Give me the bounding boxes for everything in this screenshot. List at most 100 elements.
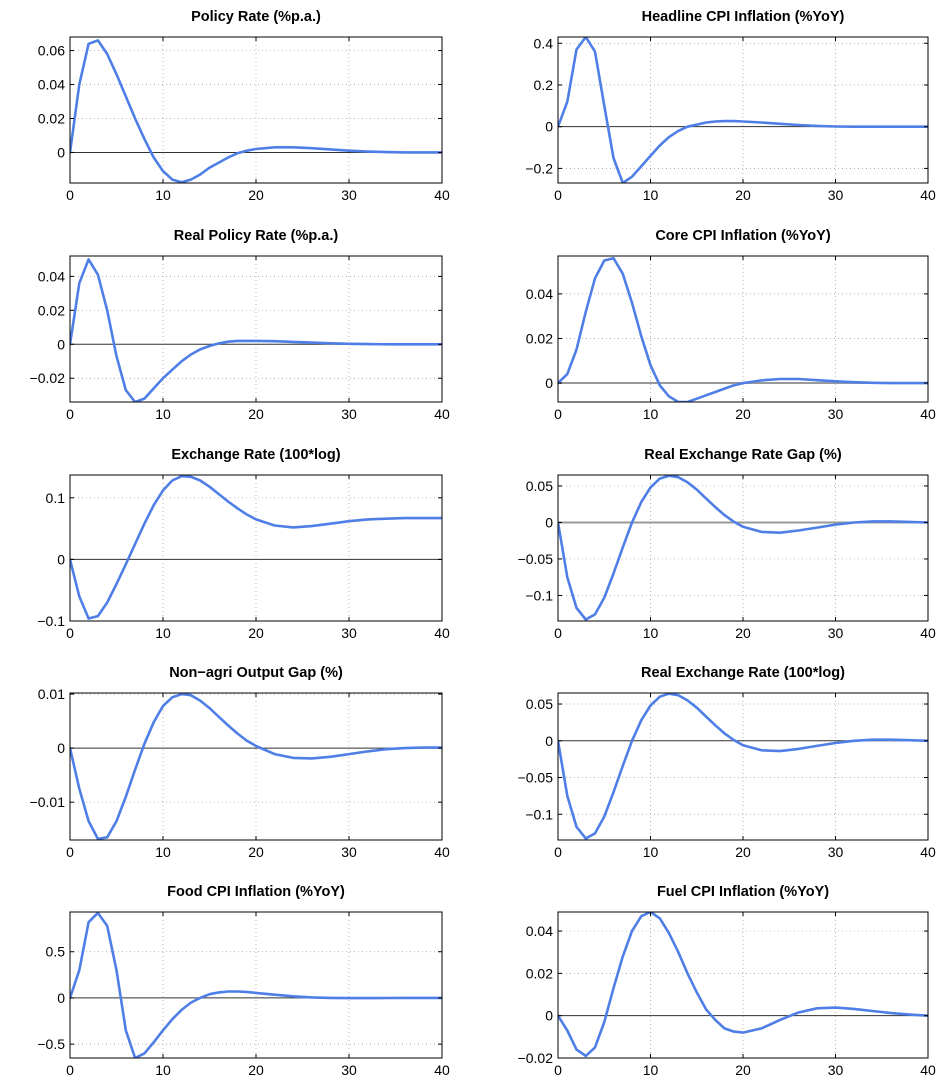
x-tick-label: 0 <box>554 844 562 860</box>
chart-panel: Real Policy Rate (%p.a.) 0 10 20 30 40 −0.02 0 0… <box>30 228 450 422</box>
y-tick-label: −0.5 <box>37 1036 65 1052</box>
y-tick-label: −0.02 <box>518 1050 554 1066</box>
y-tick-label: −0.05 <box>518 770 554 786</box>
x-tick-label: 20 <box>248 187 264 203</box>
y-tick-label: 0.01 <box>38 686 65 702</box>
x-tick-label: 10 <box>155 187 171 203</box>
x-tick-label: 40 <box>434 406 450 422</box>
x-tick-label: 10 <box>155 1062 171 1078</box>
y-tick-label: 0 <box>57 144 65 160</box>
x-tick-label: 10 <box>643 406 659 422</box>
y-tick-label: −0.2 <box>525 160 553 176</box>
y-tick-label: −0.1 <box>525 806 553 822</box>
x-tick-label: 20 <box>735 844 751 860</box>
panel-title: Exchange Rate (100*log) <box>171 447 340 463</box>
y-tick-label: 0.1 <box>46 490 66 506</box>
y-tick-label: 0 <box>545 119 553 135</box>
y-tick-label: 0.4 <box>534 35 554 51</box>
x-tick-label: 30 <box>828 625 844 641</box>
x-tick-label: 30 <box>341 1062 357 1078</box>
x-tick-label: 0 <box>554 625 562 641</box>
y-tick-label: 0.04 <box>526 923 553 939</box>
x-tick-label: 0 <box>66 187 74 203</box>
y-tick-label: 0.06 <box>38 43 65 59</box>
panel-title: Headline CPI Inflation (%YoY) <box>642 9 845 25</box>
x-tick-label: 20 <box>248 1062 264 1078</box>
y-tick-label: 0.02 <box>38 110 65 126</box>
x-tick-label: 30 <box>341 844 357 860</box>
y-tick-label: 0.04 <box>38 268 65 284</box>
x-tick-label: 10 <box>155 625 171 641</box>
x-tick-label: 30 <box>828 187 844 203</box>
x-tick-label: 30 <box>341 187 357 203</box>
panel-title: Core CPI Inflation (%YoY) <box>655 228 831 244</box>
y-tick-label: 0.02 <box>526 965 553 981</box>
x-tick-label: 0 <box>554 1062 562 1078</box>
x-tick-label: 20 <box>735 625 751 641</box>
chart-panel: Non−agri Output Gap (%) 0 10 20 30 40 −0.01 0 0.… <box>30 665 450 860</box>
chart-panel: Headline CPI Inflation (%YoY) 0 10 20 30 40 −0… <box>525 9 936 203</box>
x-tick-label: 40 <box>920 187 936 203</box>
x-tick-label: 40 <box>920 844 936 860</box>
x-tick-label: 40 <box>434 625 450 641</box>
y-tick-label: −0.02 <box>30 370 66 386</box>
y-tick-label: 0.05 <box>526 696 553 712</box>
x-tick-label: 0 <box>66 406 74 422</box>
y-tick-label: −0.01 <box>30 794 66 810</box>
x-tick-label: 10 <box>643 625 659 641</box>
y-tick-label: 0 <box>545 1008 553 1024</box>
chart-panel: Core CPI Inflation (%YoY) 0 10 20 30 40 0 0.02 0… <box>526 228 936 422</box>
x-tick-label: 40 <box>434 1062 450 1078</box>
panel-title: Non−agri Output Gap (%) <box>169 665 343 681</box>
series-line <box>558 912 928 1058</box>
x-tick-label: 20 <box>248 844 264 860</box>
x-tick-label: 20 <box>248 625 264 641</box>
series-line <box>558 37 928 183</box>
x-tick-label: 40 <box>920 406 936 422</box>
x-tick-label: 40 <box>434 187 450 203</box>
series-line <box>70 912 442 1058</box>
x-tick-label: 40 <box>920 625 936 641</box>
y-tick-label: −0.1 <box>525 587 553 603</box>
x-tick-label: 20 <box>735 1062 751 1078</box>
panel-title: Real Policy Rate (%p.a.) <box>174 228 339 244</box>
chart-panel: Real Exchange Rate Gap (%) 0 10 20 30 40 −0.1 −… <box>518 447 936 641</box>
series-line <box>558 475 928 621</box>
y-tick-label: −0.1 <box>37 613 65 629</box>
y-tick-label: 0.05 <box>526 478 553 494</box>
series-line <box>70 475 442 620</box>
panel-title: Real Exchange Rate (100*log) <box>641 665 845 681</box>
x-tick-label: 20 <box>735 406 751 422</box>
x-tick-label: 30 <box>828 1062 844 1078</box>
panel-title: Real Exchange Rate Gap (%) <box>644 447 842 463</box>
x-tick-label: 30 <box>828 844 844 860</box>
y-tick-label: 0.2 <box>534 77 554 93</box>
series-line <box>558 256 928 402</box>
x-tick-label: 30 <box>341 406 357 422</box>
x-tick-label: 10 <box>643 844 659 860</box>
x-tick-label: 20 <box>248 406 264 422</box>
x-tick-label: 20 <box>735 187 751 203</box>
chart-panel: Fuel CPI Inflation (%YoY)0 10 20 30 40−0.020… <box>518 884 936 1078</box>
x-tick-label: 0 <box>66 844 74 860</box>
series-line <box>70 39 442 183</box>
x-tick-label: 40 <box>920 1062 936 1078</box>
series-line <box>70 258 442 402</box>
y-tick-label: −0.05 <box>518 551 554 567</box>
y-tick-label: 0.5 <box>46 944 66 960</box>
series-line <box>70 693 442 840</box>
panel-title: Food CPI Inflation (%YoY) <box>167 884 345 900</box>
x-tick-label: 0 <box>66 625 74 641</box>
chart-panel: Exchange Rate (100*log)0 10 20 30 40−0.100.1 <box>37 447 450 641</box>
y-tick-label: 0 <box>57 740 65 756</box>
x-tick-label: 0 <box>66 1062 74 1078</box>
x-tick-label: 10 <box>643 1062 659 1078</box>
x-tick-label: 40 <box>434 844 450 860</box>
chart-panel: Real Exchange Rate (100*log) 0 10 20 30 40 −0.… <box>518 665 936 860</box>
x-tick-label: 0 <box>554 187 562 203</box>
y-tick-label: 0.02 <box>526 330 553 346</box>
y-tick-label: 0 <box>545 514 553 530</box>
y-tick-label: 0 <box>57 990 65 1006</box>
y-tick-label: 0 <box>57 551 65 567</box>
